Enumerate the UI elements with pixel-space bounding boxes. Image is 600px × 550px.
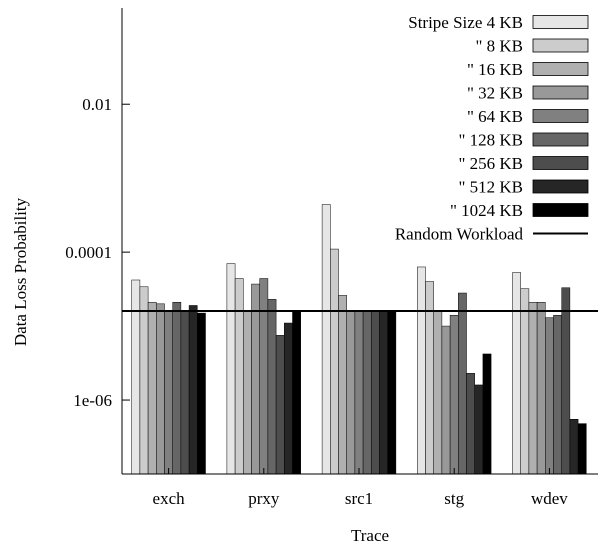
x-ticks: exch prxy src1 stg wdev [153, 468, 568, 508]
bar [512, 272, 521, 475]
bar [346, 310, 356, 475]
bar [172, 302, 182, 475]
legend-label: Random Workload [395, 225, 524, 244]
bar [338, 295, 347, 475]
legend: Stripe Size 4 KB " 8 KB " 16 KB " 32 KB " 64… [395, 13, 589, 244]
legend-label: " 512 KB [458, 178, 523, 197]
bar [147, 302, 157, 475]
legend-swatch [532, 85, 589, 100]
x-tick-label: exch [153, 489, 186, 508]
bar [441, 325, 451, 475]
bar [197, 312, 206, 475]
legend-swatch [532, 109, 589, 123]
bar [417, 266, 426, 475]
x-tick-label: prxy [248, 489, 280, 508]
bar [330, 248, 339, 475]
legend-label: " 64 KB [467, 107, 523, 126]
bar [458, 292, 467, 475]
legend-swatch [532, 203, 589, 217]
bar [243, 310, 252, 475]
bar [354, 310, 364, 475]
y-tick-label: 0.01 [82, 95, 112, 114]
legend-swatch [532, 132, 589, 147]
y-tick-label: 1e-06 [73, 391, 112, 410]
bar [449, 315, 459, 475]
bar [474, 384, 484, 475]
bar [482, 353, 492, 475]
y-tick-label: 0.0001 [65, 243, 112, 262]
bar [259, 278, 269, 475]
legend-label: " 16 KB [467, 60, 523, 79]
x-tick-label: wdev [531, 489, 568, 508]
x-tick-label: src1 [345, 489, 373, 508]
bar [520, 288, 530, 475]
bar [569, 418, 579, 475]
bar [156, 303, 165, 475]
bar [466, 373, 475, 475]
bar [371, 310, 380, 475]
bar [433, 310, 443, 475]
axes [121, 8, 598, 475]
bar [275, 335, 285, 475]
legend-label: " 8 KB [475, 37, 523, 56]
bar [528, 302, 538, 475]
bar [553, 315, 562, 475]
legend-swatch [532, 156, 589, 170]
legend-label: " 32 KB [467, 84, 523, 103]
bar [387, 310, 397, 475]
x-tick-label: stg [444, 489, 464, 508]
bar [561, 287, 571, 475]
bar [188, 305, 198, 475]
y-ticks: 0.01 0.0001 1e-06 [65, 95, 130, 410]
bar [292, 310, 301, 475]
legend-swatch [532, 38, 589, 53]
bar [545, 317, 554, 475]
legend-swatch [532, 62, 589, 76]
x-axis-label: Trace [351, 526, 389, 545]
legend-label: " 1024 KB [450, 201, 523, 220]
bar [251, 283, 260, 475]
bar [139, 286, 149, 475]
bars-layer [131, 204, 587, 475]
bar [321, 204, 331, 475]
bar [536, 302, 546, 475]
bar [180, 310, 190, 475]
y-axis-label: Data Loss Probability [11, 197, 30, 346]
bar [164, 310, 173, 475]
bar [284, 322, 293, 475]
legend-swatch [532, 179, 589, 194]
legend-label: Stripe Size 4 KB [408, 13, 523, 32]
bar [379, 310, 388, 475]
bar [577, 423, 587, 475]
bar [234, 278, 244, 475]
bar [267, 299, 277, 475]
bar [362, 310, 372, 475]
legend-label: " 128 KB [458, 131, 523, 150]
legend-swatch [532, 15, 589, 29]
bar [226, 263, 236, 475]
legend-label: " 256 KB [458, 154, 523, 173]
bar [131, 279, 141, 475]
